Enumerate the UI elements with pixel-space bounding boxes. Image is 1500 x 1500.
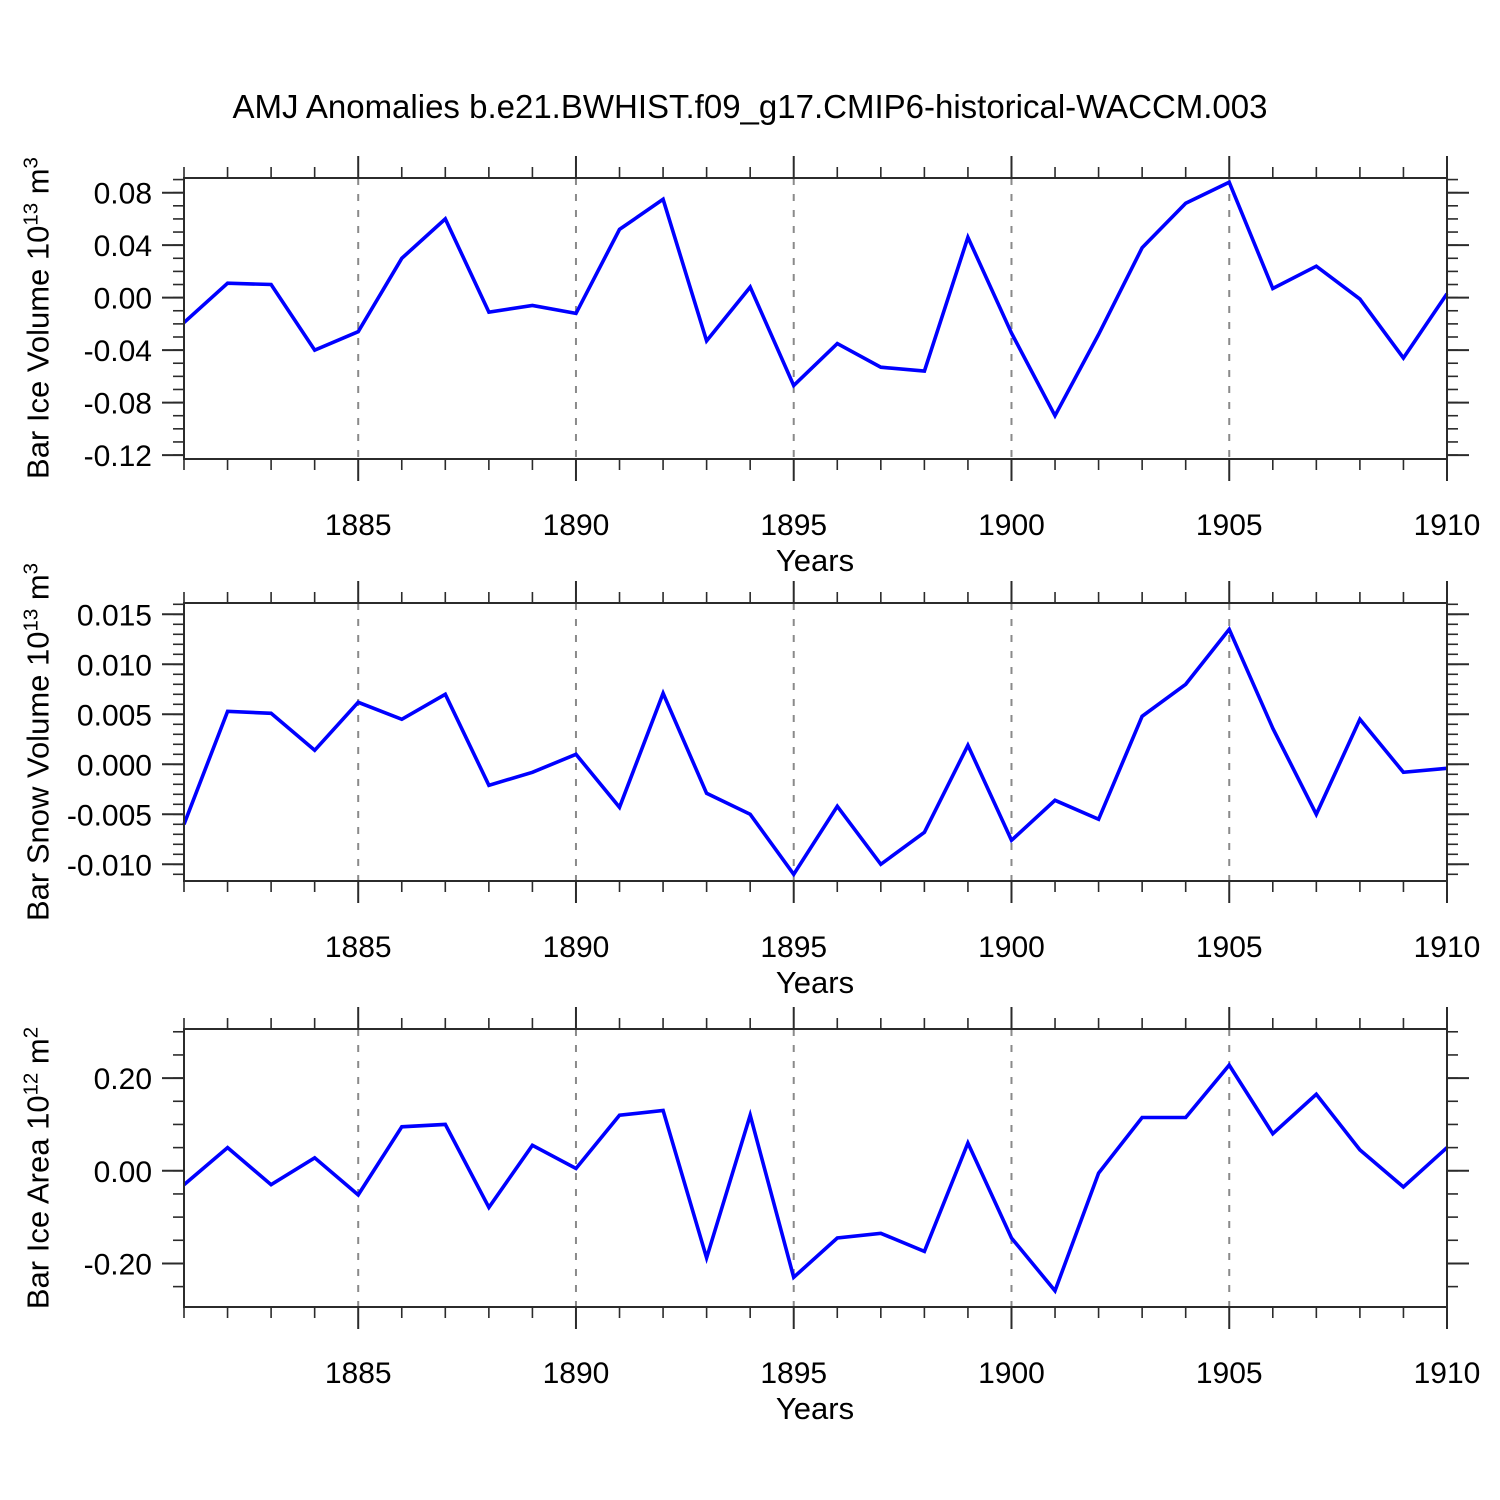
x-tick-label: 1900 <box>978 931 1045 964</box>
y-axis-label-snow-volume: Bar Snow Volume 1013 m3 <box>19 563 56 921</box>
y-axis-label-text: Bar Snow Volume 10 <box>20 631 56 922</box>
y-tick-label: -0.12 <box>84 440 152 473</box>
x-tick-label: 1890 <box>543 931 610 964</box>
x-tick-label: 1900 <box>978 509 1045 542</box>
y-tick-label: 0.010 <box>77 649 152 682</box>
y-axis-label-ice-volume: Bar Ice Volume 1013 m3 <box>19 157 56 479</box>
x-tick-label: 1885 <box>325 931 392 964</box>
y-axis-label-unit: m <box>20 168 56 203</box>
y-tick-label: 0.005 <box>77 699 152 732</box>
x-axis-title-1: Years <box>775 543 855 578</box>
y-tick-label: 0.00 <box>94 283 152 316</box>
y-tick-label: 0.08 <box>94 178 152 211</box>
chart-title: AMJ Anomalies b.e21.BWHIST.f09_g17.CMIP6… <box>232 88 1268 125</box>
y-axis-label-unit-exponent: 3 <box>19 562 43 575</box>
x-tick-label: 1910 <box>1414 509 1481 542</box>
plot-border <box>183 177 1448 460</box>
y-tick-label: 0.015 <box>77 599 152 632</box>
y-axis-label-exponent: 13 <box>19 608 43 632</box>
y-tick-label: -0.010 <box>67 849 152 882</box>
y-tick-label: 0.04 <box>94 230 152 263</box>
y-tick-label: 0.20 <box>94 1063 152 1096</box>
x-tick-label: 1900 <box>978 1357 1045 1390</box>
y-axis-label-text: Bar Ice Volume 10 <box>20 225 56 479</box>
y-tick-label: -0.20 <box>84 1248 152 1281</box>
y-axis-label-ice-area: Bar Ice Area 1012 m2 <box>19 1027 56 1309</box>
y-tick-label: -0.08 <box>84 388 152 421</box>
x-tick-label: 1890 <box>543 509 610 542</box>
x-tick-label: 1905 <box>1196 1357 1263 1390</box>
y-axis-label-exponent: 13 <box>19 202 43 226</box>
y-tick-label: -0.04 <box>84 335 152 368</box>
x-tick-label: 1905 <box>1196 931 1263 964</box>
x-tick-label: 1890 <box>543 1357 610 1390</box>
y-axis-label-unit: m <box>20 574 56 609</box>
y-axis-label-text: Bar Ice Area 10 <box>20 1095 56 1310</box>
series-line-bar-snow-volume <box>182 625 1448 878</box>
y-axis-label-unit-exponent: 3 <box>19 157 43 169</box>
series-line-bar-ice-volume <box>182 179 1449 420</box>
y-tick-label: 0.00 <box>94 1156 152 1189</box>
y-axis-label-unit: m <box>20 1038 56 1073</box>
y-axis-label-unit-exponent: 2 <box>19 1026 43 1039</box>
series-line-bar-ice-area <box>182 1062 1449 1295</box>
x-tick-label: 1910 <box>1414 931 1481 964</box>
y-tick-label: -0.005 <box>67 799 152 832</box>
y-tick-label: 0.000 <box>77 749 152 782</box>
x-axis-title-2: Years <box>775 965 855 1000</box>
x-tick-label: 1895 <box>760 1357 827 1390</box>
plot-border <box>183 1028 1448 1308</box>
x-tick-label: 1885 <box>325 509 392 542</box>
x-tick-label: 1905 <box>1196 509 1263 542</box>
x-axis-title-3: Years <box>775 1391 855 1426</box>
x-tick-label: 1895 <box>760 509 827 542</box>
y-axis-label-exponent: 12 <box>19 1072 43 1096</box>
x-tick-label: 1885 <box>325 1357 392 1390</box>
x-tick-label: 1895 <box>760 931 827 964</box>
x-tick-label: 1910 <box>1414 1357 1481 1390</box>
plot-border <box>183 602 1448 882</box>
